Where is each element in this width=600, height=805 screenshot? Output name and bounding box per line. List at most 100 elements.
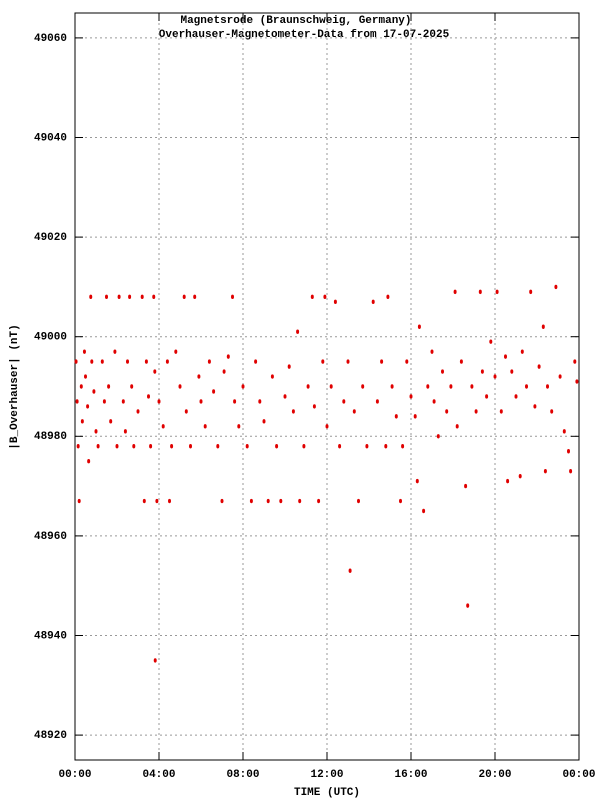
data-point xyxy=(136,409,140,414)
data-point xyxy=(455,424,459,429)
data-point xyxy=(233,399,237,404)
data-point xyxy=(82,349,86,354)
data-point xyxy=(558,374,562,379)
data-point xyxy=(453,289,457,295)
data-point xyxy=(105,294,108,300)
data-point xyxy=(321,359,325,364)
data-point xyxy=(449,384,453,389)
data-point xyxy=(346,359,350,364)
data-point xyxy=(436,434,440,439)
x-tick-label: 04:00 xyxy=(142,769,175,781)
data-point xyxy=(470,384,474,389)
data-point xyxy=(306,384,310,389)
y-axis-label: |B_Overhauser| (nT) xyxy=(9,324,21,449)
data-point xyxy=(226,354,230,359)
data-point xyxy=(165,359,169,364)
data-point xyxy=(352,409,356,414)
data-point xyxy=(241,384,245,389)
data-point xyxy=(375,399,379,404)
data-point xyxy=(390,384,394,389)
data-point xyxy=(495,289,499,295)
data-point xyxy=(401,444,405,449)
data-point xyxy=(546,384,549,389)
data-point xyxy=(562,429,566,434)
data-point xyxy=(197,374,201,379)
data-point xyxy=(459,359,463,364)
data-point xyxy=(417,324,421,329)
data-point xyxy=(386,294,390,300)
plot-frame xyxy=(74,12,580,761)
data-point xyxy=(113,349,117,354)
data-point xyxy=(310,294,314,300)
data-point xyxy=(312,404,316,409)
data-point xyxy=(79,384,83,389)
data-point xyxy=(231,294,234,300)
data-point xyxy=(569,468,573,474)
data-point xyxy=(161,424,165,429)
data-point xyxy=(348,568,352,573)
x-tick-label: 20:00 xyxy=(478,769,511,781)
data-point xyxy=(258,399,262,404)
y-tick-label: 49060 xyxy=(34,33,67,45)
data-point xyxy=(237,424,241,429)
y-tick-label: 48960 xyxy=(34,531,67,543)
data-point xyxy=(365,444,369,449)
data-point xyxy=(168,498,171,504)
data-point xyxy=(279,498,283,504)
data-point xyxy=(415,478,419,484)
data-point xyxy=(220,498,224,504)
data-point xyxy=(550,409,554,414)
data-point xyxy=(338,444,342,449)
data-point xyxy=(76,444,80,449)
data-point xyxy=(212,389,216,394)
data-point xyxy=(287,364,291,369)
data-point xyxy=(109,419,113,424)
data-point xyxy=(430,349,434,354)
data-point xyxy=(203,424,207,429)
data-point xyxy=(489,339,493,344)
data-point xyxy=(100,359,104,364)
data-point xyxy=(74,359,78,364)
data-point xyxy=(537,364,541,369)
data-point xyxy=(380,359,384,364)
data-point xyxy=(575,379,579,384)
data-point xyxy=(302,444,306,449)
data-point xyxy=(478,289,482,295)
y-tick-label: 49000 xyxy=(34,332,67,344)
data-point xyxy=(573,359,577,364)
data-point xyxy=(174,349,178,354)
data-point xyxy=(541,324,545,329)
data-point xyxy=(514,394,518,399)
data-point xyxy=(266,498,270,504)
y-tick-label: 49020 xyxy=(34,232,67,244)
data-point xyxy=(493,374,497,379)
data-point xyxy=(504,354,507,359)
data-point xyxy=(184,409,188,414)
data-point xyxy=(520,349,524,354)
data-point xyxy=(115,444,119,449)
data-point xyxy=(87,459,91,464)
x-tick-label: 00:00 xyxy=(562,769,595,781)
data-point xyxy=(182,294,186,300)
data-point xyxy=(126,359,129,364)
data-point xyxy=(178,384,182,389)
data-point xyxy=(75,399,79,404)
data-point xyxy=(554,284,558,290)
data-point xyxy=(567,449,570,454)
data-point xyxy=(96,444,100,449)
data-point xyxy=(413,414,417,419)
data-point xyxy=(464,483,468,489)
chart-title: Magnetsrode (Braunschweig, Germany) xyxy=(180,15,411,27)
data-point xyxy=(409,394,413,399)
data-point xyxy=(153,658,157,663)
data-point xyxy=(121,399,125,404)
data-point xyxy=(445,409,449,414)
data-point xyxy=(480,369,484,374)
data-point xyxy=(291,409,295,414)
x-tick-label: 12:00 xyxy=(310,769,343,781)
data-point xyxy=(157,399,161,404)
x-tick-label: 08:00 xyxy=(226,769,259,781)
data-point xyxy=(342,399,346,404)
x-tick-label: 16:00 xyxy=(394,769,427,781)
